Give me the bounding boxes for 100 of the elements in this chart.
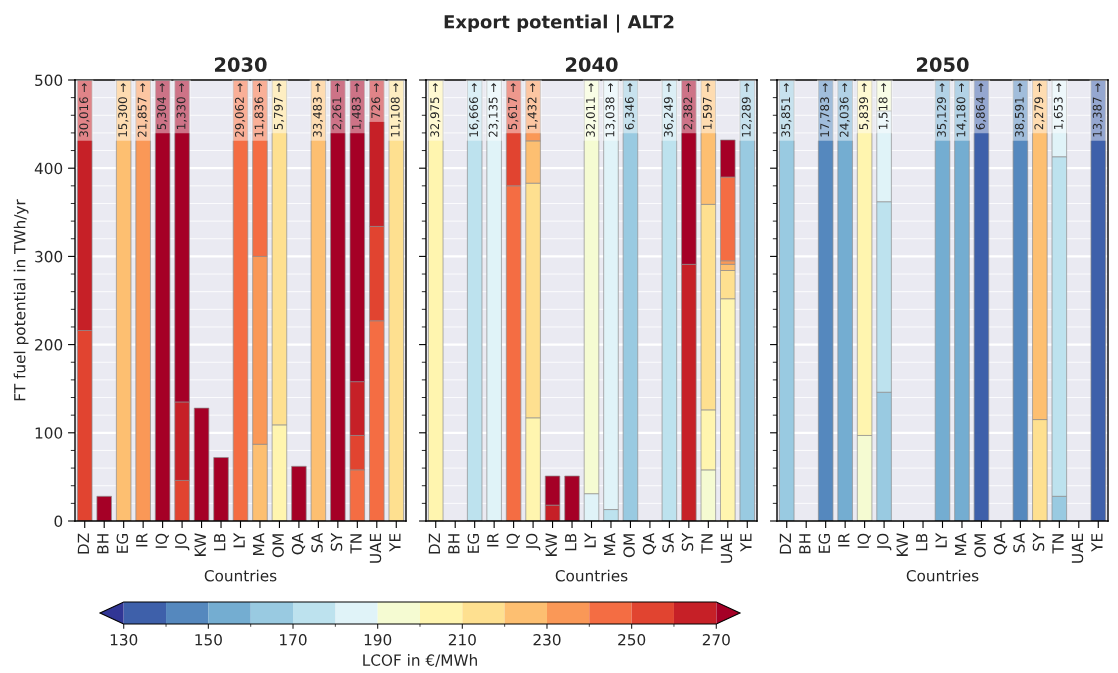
x-tick-label: YE	[1091, 533, 1103, 552]
annotation: 5,617 →	[508, 83, 519, 130]
x-tick-label: IR	[487, 533, 499, 547]
chart-title: 2040	[565, 57, 618, 72]
bar	[135, 80, 151, 521]
y-tick-label: 300	[35, 250, 63, 263]
x-tick-label: OM	[623, 534, 635, 558]
x-tick-label: DZ	[77, 533, 89, 554]
y-axis-title: FT fuel potential in TWh/yr	[13, 199, 29, 401]
annotation: 15,300 →	[118, 83, 129, 137]
annotation: 36,249 →	[663, 83, 675, 137]
x-tick-label: TN	[350, 534, 362, 554]
x-tick-label: BH	[448, 534, 460, 554]
bar	[116, 80, 132, 521]
bar	[837, 80, 853, 521]
x-tick-label: EG	[818, 534, 831, 553]
bar	[661, 80, 678, 521]
bar	[310, 80, 327, 521]
y-tick-label: 200	[35, 339, 63, 351]
x-tick-label: LY	[233, 532, 245, 548]
annotation: 32,011 →	[586, 83, 597, 137]
annotation: 21,857 →	[137, 83, 148, 137]
x-tick-label: MA	[604, 532, 616, 555]
color-bar-label: 210	[448, 633, 476, 646]
x-tick-label: JO	[876, 533, 892, 551]
x-tick-label: YE	[389, 533, 401, 552]
x-tick-label: LY	[935, 532, 947, 548]
annotation: 14,180 →	[956, 83, 967, 137]
annotation: 1,483 →	[351, 83, 362, 129]
bar	[622, 80, 639, 521]
bar	[973, 80, 990, 521]
annotation: 17,783 →	[820, 83, 831, 137]
annotation: 2,261 →	[332, 83, 343, 130]
x-tick-label: IR	[136, 533, 148, 547]
bar	[291, 465, 307, 521]
x-tick-label: MA	[253, 532, 265, 555]
x-tick-label: KW	[545, 533, 557, 556]
annotation: 11,108 →	[390, 83, 401, 137]
bar	[1012, 80, 1029, 521]
x-axis-title: Countries	[204, 569, 277, 582]
annotation: 29,062 →	[235, 83, 246, 137]
color-bar-label: 150	[195, 633, 222, 646]
annotation: 1,653 →	[1053, 83, 1064, 129]
y-tick-label: 100	[35, 427, 63, 439]
annotation: 24,036 →	[839, 83, 850, 137]
annotation: 33,483 →	[312, 83, 324, 137]
x-tick-label: YE	[740, 533, 752, 552]
x-tick-label: SA	[662, 532, 674, 553]
x-tick-label: SA	[1013, 532, 1025, 553]
bar	[154, 80, 171, 521]
x-tick-label: UAE	[1071, 533, 1084, 563]
annotation: 16,666 →	[469, 83, 480, 137]
x-tick-label: IR	[838, 533, 850, 547]
chart-title: 2050	[916, 57, 969, 72]
annotation: 5,304 →	[157, 83, 168, 130]
bar	[330, 80, 346, 521]
x-tick-label: KW	[896, 533, 908, 556]
bar	[232, 80, 249, 521]
x-tick-label: SY	[330, 532, 343, 551]
x-tick-label: IQ	[155, 533, 169, 548]
x-tick-label: IQ	[506, 533, 520, 548]
annotation: 12,289 →	[741, 83, 752, 137]
color-bar-label: 270	[702, 633, 730, 646]
annotation: 32,975 →	[430, 83, 441, 137]
annotation: 726 →	[371, 83, 381, 118]
annotation: 2,382 →	[683, 83, 694, 130]
x-tick-label: LB	[916, 533, 928, 551]
y-tick-label: 0	[54, 515, 63, 528]
x-tick-label: OM	[272, 534, 284, 558]
x-axis-title: Countries	[906, 569, 979, 582]
annotation: 13,387 →	[1092, 83, 1103, 137]
annotation: 13,038 →	[605, 83, 616, 137]
x-tick-label: SY	[681, 532, 694, 551]
x-tick-label: LB	[565, 533, 577, 551]
x-axis-title: Countries	[555, 569, 628, 582]
x-tick-label: UAE	[720, 533, 733, 563]
annotation: 1,330 →	[176, 83, 187, 129]
x-tick-label: DZ	[779, 533, 791, 554]
color-bar-title: LCOF in €/MWh	[363, 654, 477, 668]
x-tick-label: EG	[467, 534, 480, 553]
bar	[954, 80, 970, 521]
x-tick-label: TN	[1052, 534, 1064, 554]
bar	[818, 80, 834, 521]
x-tick-label: QA	[291, 532, 306, 555]
x-tick-label: LB	[214, 533, 226, 551]
x-tick-label: QA	[993, 532, 1008, 555]
x-tick-label: JO	[525, 533, 541, 551]
annotation: 38,591 →	[1014, 83, 1026, 137]
annotation: 6,864 →	[975, 83, 987, 130]
x-tick-label: OM	[974, 534, 986, 558]
x-tick-label: SA	[311, 532, 323, 553]
x-tick-label: SY	[1032, 532, 1045, 551]
x-tick-label: UAE	[369, 533, 382, 563]
x-tick-label: MA	[955, 532, 967, 555]
color-bar-label: 130	[110, 633, 138, 646]
bar	[467, 80, 483, 521]
annotation: 6,346 →	[624, 83, 636, 130]
y-tick-label: 500	[35, 74, 63, 87]
x-tick-label: QA	[642, 532, 657, 555]
annotation: 35,129 →	[937, 83, 948, 137]
